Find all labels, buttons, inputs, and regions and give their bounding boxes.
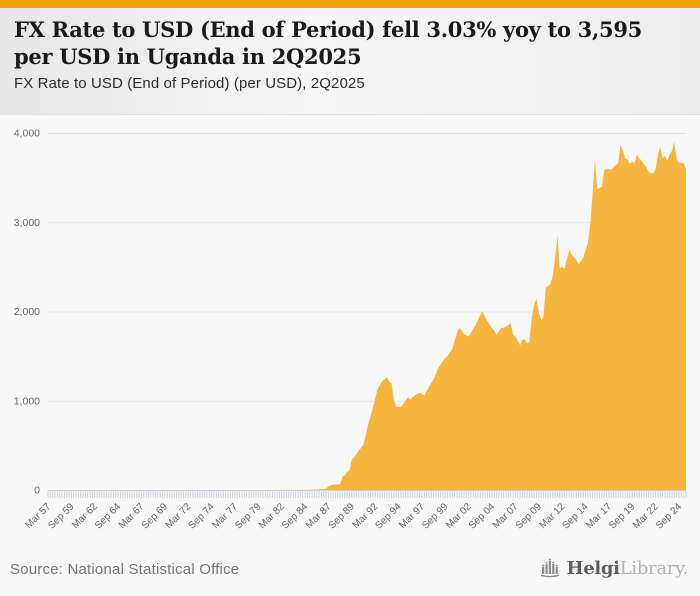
svg-text:Sep 14: Sep 14: [560, 501, 590, 531]
svg-text:Sep 64: Sep 64: [93, 501, 123, 531]
svg-text:Sep 09: Sep 09: [514, 501, 544, 531]
chart-footer: Source: National Statistical Office Helg…: [0, 545, 700, 596]
svg-text:Sep 59: Sep 59: [46, 501, 76, 531]
helgi-logo-icon: [541, 558, 560, 578]
chart-header: FX Rate to USD (End of Period) fell 3.03…: [0, 8, 700, 115]
svg-text:2,000: 2,000: [14, 306, 40, 318]
fx-rate-series-area: [48, 141, 686, 490]
svg-text:Sep 04: Sep 04: [467, 501, 497, 531]
svg-text:Sep 69: Sep 69: [140, 501, 170, 531]
svg-text:Sep 24: Sep 24: [654, 501, 684, 531]
svg-text:Sep 84: Sep 84: [280, 501, 310, 531]
svg-text:4,000: 4,000: [14, 128, 40, 140]
svg-text:Sep 94: Sep 94: [373, 501, 403, 531]
logo-text-library: Library.: [619, 557, 689, 579]
logo-text-helgi: Helgi: [566, 557, 620, 579]
y-axis-labels: 0 1,000 2,000 3,000 4,000: [14, 128, 40, 497]
svg-text:Sep 99: Sep 99: [420, 501, 450, 531]
fx-rate-area-chart: 0 1,000 2,000 3,000 4,000 Mar 57 Sep 59 Mar 62 S…: [0, 115, 700, 545]
svg-text:1,000: 1,000: [14, 395, 40, 407]
svg-text:Sep 19: Sep 19: [607, 501, 637, 531]
helgi-library-logo: HelgiLibrary.: [539, 557, 688, 579]
svg-text:0: 0: [34, 485, 40, 497]
chart-subtitle: FX Rate to USD (End of Period) (per USD)…: [14, 75, 365, 93]
svg-text:Sep 79: Sep 79: [233, 501, 263, 531]
x-axis-quarter-ticks: [47, 491, 687, 498]
page-title: FX Rate to USD (End of Period) fell 3.03…: [14, 17, 642, 69]
svg-text:3,000: 3,000: [14, 217, 40, 229]
svg-text:Sep 89: Sep 89: [327, 501, 357, 531]
svg-text:Sep 74: Sep 74: [187, 501, 217, 531]
logo-wordmark: HelgiLibrary.: [566, 558, 688, 579]
accent-bar: [0, 0, 700, 8]
source-label: Source: National Statistical Office: [10, 561, 240, 578]
